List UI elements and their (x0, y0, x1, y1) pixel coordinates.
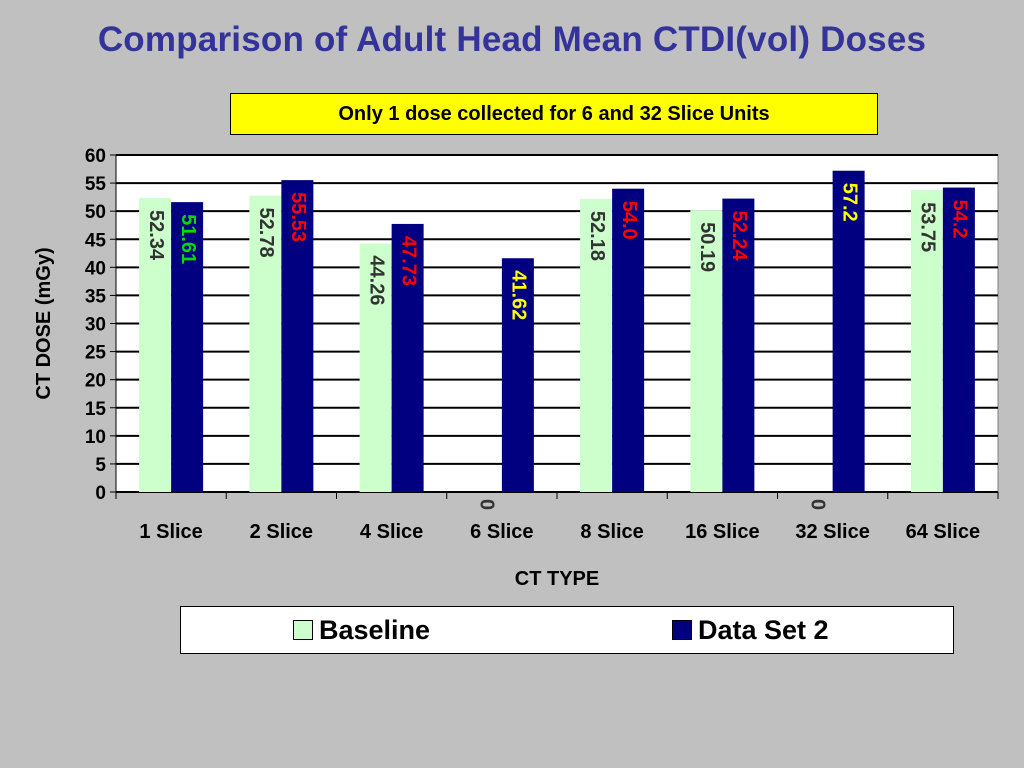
data-label: 55.53 (287, 192, 309, 242)
legend-item-baseline: Baseline (293, 607, 430, 653)
data-label: 47.73 (397, 236, 419, 286)
y-tick-label: 10 (85, 427, 106, 448)
note-box: Only 1 dose collected for 6 and 32 Slice… (230, 93, 878, 135)
data-label: 53.75 (917, 202, 939, 252)
x-tick-label: 32 Slice (795, 521, 870, 543)
bar-data-set-2 (942, 187, 975, 492)
bar-baseline (359, 243, 392, 492)
y-tick-label: 55 (85, 174, 107, 195)
y-tick-label: 50 (85, 202, 106, 223)
legend-swatch-data-set-2 (672, 620, 692, 640)
data-label: 52.18 (586, 211, 608, 261)
data-label: 41.62 (508, 270, 530, 320)
x-tick-label: 1 Slice (139, 521, 202, 543)
bar-data-set-2 (501, 258, 534, 492)
bar-data-set-2 (722, 198, 755, 492)
bar-data-set-2 (612, 188, 645, 492)
bar-data-set-2 (391, 223, 424, 492)
x-tick-label: 4 Slice (360, 521, 423, 543)
legend-label-data-set-2: Data Set 2 (698, 614, 829, 645)
bar-data-set-2 (281, 180, 314, 492)
data-label: 52.34 (145, 210, 167, 261)
y-tick-label: 45 (85, 230, 107, 251)
y-tick-label: 30 (85, 315, 106, 336)
data-label: 50.19 (696, 222, 718, 272)
x-tick-label: 2 Slice (250, 521, 313, 543)
legend-label-baseline: Baseline (319, 614, 431, 645)
y-axis-label: CT DOSE (mGy) (33, 247, 55, 399)
y-tick-label: 0 (95, 483, 106, 504)
y-tick-label: 35 (85, 286, 107, 307)
data-label: 0 (806, 499, 828, 510)
y-tick-label: 40 (85, 258, 106, 279)
data-label: 44.26 (365, 255, 387, 305)
y-tick-label: 25 (85, 343, 107, 364)
y-tick-label: 5 (95, 455, 106, 476)
bar-chart: 0 5 10 15 20 25 30 35 40 45 50 55 60 1 Slice 52.34 51.6… (33, 146, 999, 590)
data-label: 51.61 (177, 214, 199, 264)
x-tick-label: 6 Slice (470, 521, 533, 543)
y-tick-label: 60 (85, 146, 106, 167)
y-tick-label: 20 (85, 371, 106, 392)
bar-baseline (580, 198, 613, 492)
legend: Baseline Data Set 2 (180, 606, 954, 654)
x-tick-label: 8 Slice (580, 521, 643, 543)
chart-title: Comparison of Adult Head Mean CTDI(vol) … (97, 20, 927, 59)
x-tick-label: 16 Slice (685, 521, 760, 543)
data-label: 54.2 (949, 200, 971, 239)
bar-baseline (910, 190, 943, 492)
bar-data-set-2 (171, 202, 204, 492)
x-tick-label: 64 Slice (906, 521, 981, 543)
data-label: 54.0 (618, 201, 640, 240)
y-tick-label: 15 (85, 399, 107, 420)
bar-baseline (249, 195, 282, 492)
data-label: 57.2 (838, 183, 860, 222)
legend-swatch-baseline (293, 620, 313, 640)
data-label: 52.78 (255, 208, 277, 258)
bar-data-set-2 (832, 170, 865, 492)
x-axis-label: CT TYPE (515, 568, 599, 590)
data-label: 52.24 (728, 211, 750, 262)
data-label: 0 (476, 499, 498, 510)
legend-item-data-set-2: Data Set 2 (672, 607, 829, 653)
bar-baseline (139, 198, 172, 492)
bar-baseline (690, 210, 723, 493)
